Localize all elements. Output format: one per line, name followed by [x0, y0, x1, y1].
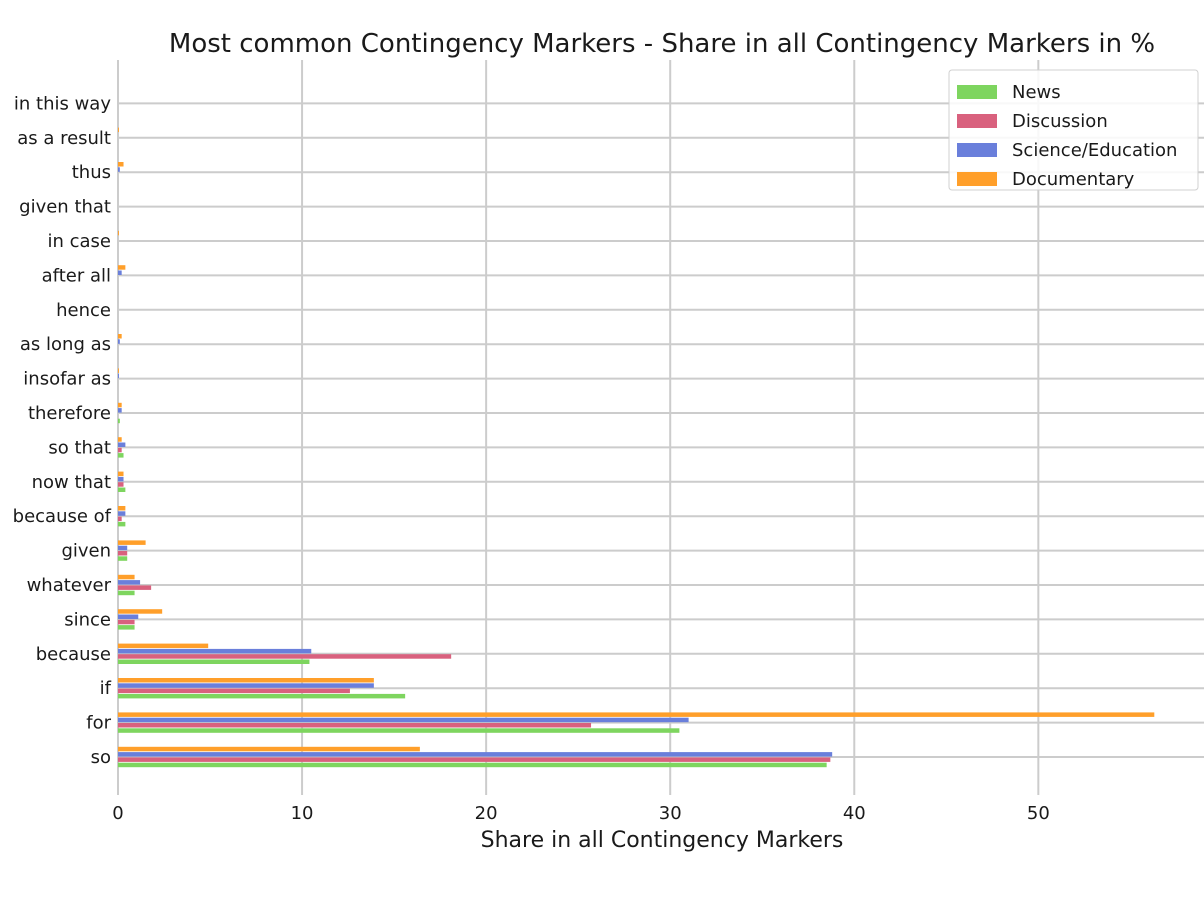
bar [118, 373, 119, 379]
y-tick-label: after all [42, 265, 111, 286]
bar [118, 683, 374, 688]
y-tick-label: in this way [14, 93, 111, 114]
y-tick-label: so that [48, 437, 111, 458]
y-tick-label: insofar as [23, 369, 111, 390]
bar [118, 162, 124, 167]
bar [118, 717, 689, 723]
bar [118, 447, 122, 453]
bar [118, 521, 126, 527]
bar [118, 654, 452, 659]
y-tick-label: thus [72, 162, 111, 183]
x-axis-label: Share in all Contingency Markers [481, 828, 844, 853]
bar [118, 678, 374, 683]
y-tick-label: since [64, 609, 111, 630]
bar [118, 648, 312, 654]
x-tick-label: 30 [659, 803, 682, 824]
x-tick-label: 10 [291, 803, 314, 824]
x-tick-labels: 0 10 20 30 40 50 [112, 803, 1050, 824]
bar [118, 551, 128, 556]
bar [118, 728, 680, 733]
bar [118, 516, 122, 522]
bar [118, 574, 135, 580]
y-tick-label: if [100, 678, 112, 699]
bar [118, 402, 122, 408]
y-tick-label: whatever [27, 575, 112, 596]
bar [118, 408, 122, 413]
bar [118, 688, 350, 694]
bar [118, 230, 119, 236]
bar [118, 270, 122, 275]
bar [118, 442, 126, 447]
bar [118, 723, 592, 728]
bar [118, 609, 163, 614]
bar [118, 556, 128, 561]
legend-label: Science/Education [1012, 140, 1177, 161]
bar [118, 437, 122, 442]
legend-swatch [957, 114, 997, 128]
legend-box [948, 69, 1199, 191]
bar [118, 167, 120, 172]
legend-swatch [957, 172, 997, 186]
bar [118, 757, 831, 762]
bar [118, 540, 146, 545]
bar [118, 511, 126, 516]
bar [118, 746, 420, 752]
y-tick-label: as a result [17, 128, 111, 149]
bars [118, 127, 1155, 768]
legend-label: News [1012, 82, 1061, 103]
bar [118, 712, 1155, 717]
bar [118, 482, 124, 487]
legend-swatch [957, 143, 997, 157]
bar [118, 752, 833, 757]
bar [118, 590, 135, 596]
bar [118, 476, 124, 482]
bar [118, 643, 209, 649]
legend-swatch [957, 85, 997, 99]
bar [118, 762, 827, 768]
x-tick-label: 40 [843, 803, 866, 824]
bar [118, 453, 124, 458]
y-tick-label: therefore [28, 403, 111, 424]
bar [118, 265, 126, 270]
y-tick-label: hence [56, 300, 111, 321]
y-tick-label: because of [13, 506, 112, 527]
y-tick-label: because [36, 644, 111, 665]
bar [118, 334, 122, 339]
bar [118, 418, 120, 424]
bar [118, 659, 310, 664]
bar [118, 585, 152, 590]
bar [118, 619, 135, 625]
legend-label: Documentary [1012, 169, 1135, 190]
legend: News Discussion Science/Education Documenta… [948, 69, 1199, 191]
y-tick-label: for [86, 713, 111, 734]
bar [118, 506, 126, 511]
bar [118, 339, 120, 344]
bar [118, 545, 128, 551]
bar [118, 625, 135, 630]
y-tick-label: given that [19, 197, 111, 218]
bar [118, 368, 119, 373]
chart-title: Most common Contingency Markers - Share … [169, 29, 1155, 59]
x-tick-label: 0 [112, 803, 123, 824]
bar [118, 127, 119, 133]
bar [118, 580, 141, 585]
y-tick-label: in case [47, 231, 111, 252]
y-tick-label: as long as [20, 334, 111, 355]
y-tick-label: given [61, 541, 111, 562]
bar [118, 471, 124, 477]
legend-label: Discussion [1012, 111, 1108, 132]
bar [118, 693, 406, 699]
x-tick-label: 20 [475, 803, 498, 824]
y-tick-label: so [91, 747, 111, 768]
bar [118, 614, 139, 619]
y-tick-label: now that [32, 472, 111, 493]
bar [118, 487, 126, 492]
y-tick-labels: so for if because since whatever given because … [13, 93, 112, 768]
x-tick-label: 50 [1027, 803, 1050, 824]
